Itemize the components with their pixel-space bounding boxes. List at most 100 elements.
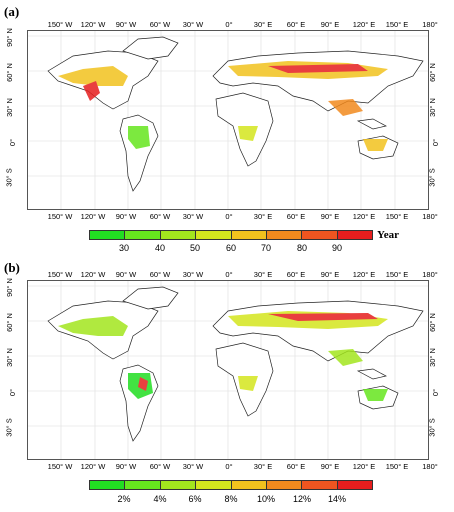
- lon-label: 120° W: [80, 20, 106, 29]
- lon-label: 90° E: [320, 20, 340, 29]
- lat-label: 30° N: [427, 98, 437, 117]
- lat-label: 60° N: [427, 63, 437, 82]
- panel-b: (b) 150° W 120° W 90° W 60° W 30° W 0° 3…: [0, 256, 454, 512]
- legend-tick: 60: [225, 243, 237, 253]
- legend-tick: 30: [118, 243, 130, 253]
- lat-label: 30° N: [4, 348, 14, 367]
- continents: [47, 36, 424, 192]
- legend-tick: 6%: [188, 494, 202, 504]
- lat-label: 0°: [8, 138, 18, 147]
- legend-swatch: [231, 231, 267, 239]
- data-overlay: [58, 61, 388, 151]
- lon-label: 0°: [225, 462, 233, 471]
- panel-label: (b): [4, 260, 20, 275]
- lat-label: 90° N: [4, 28, 14, 47]
- lon-label: 180°: [422, 20, 438, 29]
- lon-label: 150° W: [47, 20, 73, 29]
- legend-tick: 70: [260, 243, 272, 253]
- lon-label: 150° E: [385, 212, 409, 221]
- lon-label: 90° E: [320, 212, 340, 221]
- lon-label: 120° W: [80, 462, 106, 471]
- legend-tick: 12%: [292, 494, 312, 504]
- legend-swatch: [196, 231, 232, 239]
- legend-tick: 50: [189, 243, 201, 253]
- lon-label: 90° E: [320, 270, 340, 279]
- lon-label: 90° W: [115, 462, 137, 471]
- continents: [47, 286, 424, 442]
- legend-tick: 10%: [256, 494, 276, 504]
- legend-tick: 90: [331, 243, 343, 253]
- lon-label: 120° W: [80, 270, 106, 279]
- lon-label: 30° W: [182, 462, 204, 471]
- lon-label: 30° E: [253, 212, 273, 221]
- lat-label: 60° N: [427, 313, 437, 332]
- lon-label: 90° W: [115, 270, 137, 279]
- lon-label: 150° E: [385, 462, 409, 471]
- lat-label: 0°: [431, 138, 441, 147]
- lat-label: 60° N: [4, 63, 14, 82]
- legend-swatch: [196, 481, 232, 489]
- lon-label: 120° E: [352, 212, 376, 221]
- lon-label: 150° W: [47, 462, 73, 471]
- lon-label: 0°: [225, 212, 233, 221]
- lat-label: 0°: [431, 388, 441, 397]
- lon-label: 180°: [422, 270, 438, 279]
- lon-label: 60° E: [286, 212, 306, 221]
- lat-label: 60° N: [4, 313, 14, 332]
- lon-label: 60° E: [286, 20, 306, 29]
- lon-label: 120° W: [80, 212, 106, 221]
- lon-label: 60° W: [149, 270, 171, 279]
- lat-label: 0°: [8, 388, 18, 397]
- lon-label: 90° W: [115, 20, 137, 29]
- lon-label: 60° W: [149, 462, 171, 471]
- color-legend-a: [89, 230, 373, 240]
- lon-label: 150° W: [47, 212, 73, 221]
- lat-label: 30° S: [427, 418, 437, 437]
- lon-label: 150° W: [47, 270, 73, 279]
- legend-swatch: [160, 481, 197, 489]
- lon-label: 120° E: [352, 20, 376, 29]
- lat-label: 90° N: [4, 278, 14, 297]
- lon-label: 180°: [422, 462, 438, 471]
- lat-label: 30° S: [427, 168, 437, 187]
- lon-label: 120° E: [352, 462, 376, 471]
- lon-label: 30° E: [253, 20, 273, 29]
- lat-label: 30° S: [4, 168, 14, 187]
- legend-tick: 14%: [327, 494, 347, 504]
- lat-label: 30° N: [4, 98, 14, 117]
- legend-swatch: [231, 481, 267, 489]
- lon-label: 60° E: [286, 462, 306, 471]
- lon-label: 30° E: [253, 270, 273, 279]
- lon-label: 150° E: [385, 270, 409, 279]
- lon-label: 120° E: [352, 270, 376, 279]
- data-overlay: [58, 311, 388, 401]
- lon-label: 150° E: [385, 20, 409, 29]
- lon-label: 180°: [422, 212, 438, 221]
- lon-label: 30° W: [182, 270, 204, 279]
- lon-label: 60° E: [286, 270, 306, 279]
- lon-label: 30° E: [253, 462, 273, 471]
- lon-label: 0°: [225, 20, 233, 29]
- legend-swatch: [337, 481, 372, 489]
- legend-swatch: [337, 231, 372, 239]
- legend-tick: 80: [296, 243, 308, 253]
- panel-label: (a): [4, 4, 20, 19]
- legend-swatch: [302, 231, 338, 239]
- legend-swatch: [90, 481, 126, 489]
- legend-swatch: [125, 231, 161, 239]
- lon-label: 90° E: [320, 462, 340, 471]
- legend-swatch: [160, 231, 197, 239]
- legend-swatch: [90, 231, 126, 239]
- world-map-a: [27, 30, 429, 210]
- legend-tick: 2%: [117, 494, 131, 504]
- panel-a: (a) 150° W 120° W 90° W 60° W 30° W 0° 3…: [4, 4, 441, 253]
- legend-unit: Year: [377, 229, 399, 241]
- lon-label: 30° W: [182, 20, 204, 29]
- color-legend-b: [89, 480, 373, 490]
- lon-label: 30° W: [182, 212, 204, 221]
- legend-tick: 40: [154, 243, 166, 253]
- legend-swatch: [302, 481, 338, 489]
- lon-label: 90° W: [115, 212, 137, 221]
- lon-label: 60° W: [149, 212, 171, 221]
- lon-label: 60° W: [149, 20, 171, 29]
